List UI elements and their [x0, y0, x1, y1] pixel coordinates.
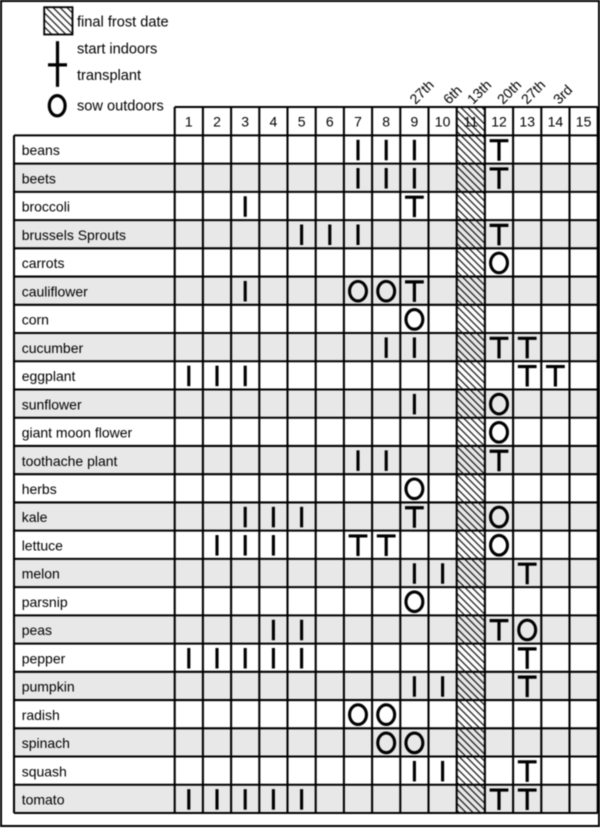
svg-text:cauliflower: cauliflower [22, 283, 88, 299]
svg-text:giant moon flower: giant moon flower [22, 425, 133, 441]
svg-text:transplant: transplant [77, 68, 141, 84]
svg-text:broccoli: broccoli [22, 199, 70, 215]
svg-text:9: 9 [411, 114, 419, 130]
svg-text:melon: melon [22, 566, 60, 582]
svg-text:cucumber: cucumber [22, 340, 84, 356]
svg-text:4: 4 [270, 114, 278, 130]
svg-text:parsnip: parsnip [22, 594, 68, 610]
svg-text:spinach: spinach [22, 735, 70, 751]
svg-text:start indoors: start indoors [77, 41, 157, 57]
svg-text:15: 15 [576, 114, 592, 130]
svg-text:pepper: pepper [22, 650, 66, 666]
svg-text:5: 5 [298, 114, 306, 130]
svg-text:sow outdoors: sow outdoors [77, 99, 164, 115]
svg-text:corn: corn [22, 312, 49, 328]
svg-text:12: 12 [491, 114, 507, 130]
svg-text:6: 6 [326, 114, 334, 130]
svg-text:brussels Sprouts: brussels Sprouts [22, 227, 126, 243]
svg-text:lettuce: lettuce [22, 537, 63, 553]
svg-text:1: 1 [185, 114, 193, 130]
svg-text:3: 3 [241, 114, 249, 130]
svg-text:beans: beans [22, 142, 60, 158]
svg-text:carrots: carrots [22, 255, 65, 271]
svg-text:peas: peas [22, 622, 52, 638]
svg-text:eggplant: eggplant [22, 368, 76, 384]
svg-text:toothache plant: toothache plant [22, 453, 118, 469]
svg-text:pumpkin: pumpkin [22, 679, 75, 695]
svg-text:tomato: tomato [22, 792, 65, 808]
svg-text:11: 11 [464, 114, 479, 130]
svg-text:radish: radish [22, 707, 60, 723]
svg-text:14: 14 [548, 114, 564, 130]
svg-text:kale: kale [22, 509, 48, 525]
svg-text:7: 7 [354, 114, 362, 130]
svg-text:10: 10 [435, 114, 451, 130]
svg-text:2: 2 [213, 114, 221, 130]
svg-text:squash: squash [22, 763, 67, 779]
svg-text:final frost date: final frost date [77, 15, 169, 31]
svg-text:herbs: herbs [22, 481, 57, 497]
svg-text:sunflower: sunflower [22, 396, 82, 412]
svg-text:beets: beets [22, 170, 56, 186]
svg-text:8: 8 [382, 114, 390, 130]
svg-text:13: 13 [519, 114, 535, 130]
